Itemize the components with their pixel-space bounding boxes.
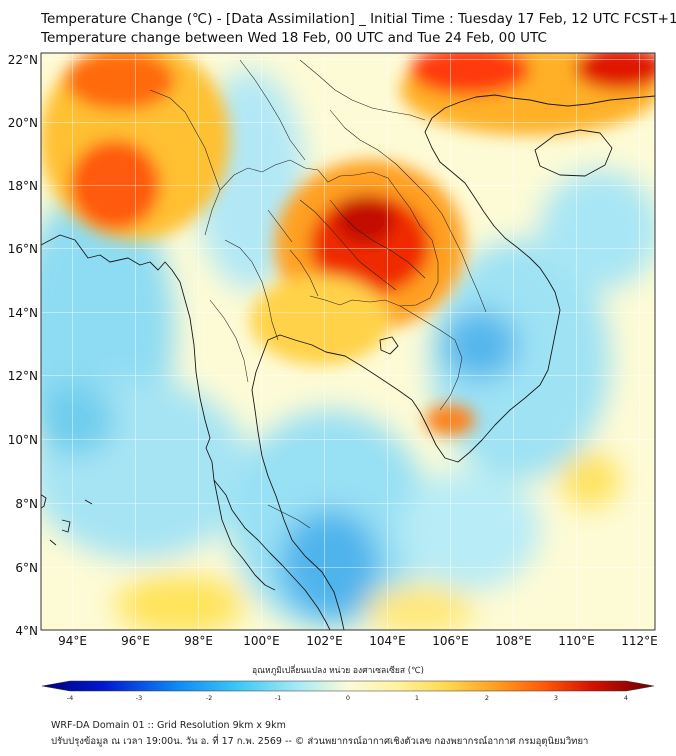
gridlines xyxy=(41,53,655,630)
lat-tick-label: 16°N xyxy=(8,242,38,256)
field-warm-nw-core xyxy=(70,140,160,230)
colorbar-tick-label: -2 xyxy=(206,694,212,702)
map-subtitle: Temperature change between Wed 18 Feb, 0… xyxy=(41,30,547,46)
map-title: Temperature Change (℃) - [Data Assimilat… xyxy=(41,11,676,27)
lat-tick-label: 12°N xyxy=(8,369,38,383)
field-warm-ne-core xyxy=(575,53,655,90)
colorbar-tick-label: -4 xyxy=(67,694,73,702)
field-warm-lowland xyxy=(250,275,390,365)
colorbar-tick-label: 0 xyxy=(346,694,350,702)
field-cool-gulf-deep xyxy=(280,510,380,620)
colorbar-title: อุณหภูมิเปลี่ยนแปลง หน่วย องศาเซลเซียส (… xyxy=(252,666,424,676)
colorbar-tick-label: 4 xyxy=(624,694,628,702)
lat-tick-label: 22°N xyxy=(8,53,38,67)
lon-tick-label: 96°E xyxy=(121,634,150,648)
lat-tick-label: 8°N xyxy=(15,497,38,511)
colorbar-bar xyxy=(41,680,655,692)
latitude-axis: 22°N 20°N 18°N 16°N 14°N 12°N 10°N 8°N 6… xyxy=(8,53,38,638)
lat-tick-label: 18°N xyxy=(8,179,38,193)
lon-tick-label: 110°E xyxy=(558,634,595,648)
boundaries xyxy=(149,59,487,529)
field-warm-delta xyxy=(425,405,475,435)
lat-tick-label: 6°N xyxy=(15,561,38,575)
field-warm-center-hot xyxy=(335,195,395,245)
coastlines xyxy=(41,94,655,630)
field-cool-vn-coast xyxy=(442,310,518,380)
boundary-cambodia-vietnam xyxy=(399,305,463,411)
field-warm-north-core xyxy=(410,53,530,95)
field-cool-south xyxy=(400,470,540,590)
colorbar: -4 -3 -2 -1 0 1 2 3 4 xyxy=(41,680,655,702)
model-info: WRF-DA Domain 01 :: Grid Resolution 9km … xyxy=(51,720,286,731)
field-warm-se xyxy=(560,452,620,508)
lat-tick-label: 10°N xyxy=(8,433,38,447)
boundary-interior-2 xyxy=(209,199,397,383)
boundary-laos-vietnam xyxy=(329,109,487,313)
field-cool-mid-sea xyxy=(41,385,115,455)
coastline-kra-west xyxy=(213,479,276,591)
lat-tick-label: 14°N xyxy=(8,306,38,320)
lon-tick-label: 98°E xyxy=(184,634,213,648)
lon-tick-label: 112°E xyxy=(621,634,658,648)
boundary-myanmar-thailand xyxy=(204,159,439,307)
colorbar-ticks: -4 -3 -2 -1 0 1 2 3 4 xyxy=(67,694,628,702)
boundary-myanmar-north xyxy=(149,59,306,191)
lon-tick-label: 94°E xyxy=(58,634,87,648)
colorbar-tick-label: 3 xyxy=(554,694,558,702)
coastline-hainan xyxy=(534,129,613,177)
boundary-china xyxy=(299,59,426,121)
lon-tick-label: 100°E xyxy=(243,634,280,648)
coastline-tonle-sap xyxy=(379,336,399,355)
field-cool-east xyxy=(540,170,655,290)
temperature-field xyxy=(41,53,655,630)
plot-frame xyxy=(40,52,656,631)
lon-tick-label: 104°E xyxy=(369,634,406,648)
colorbar-tick-label: -1 xyxy=(275,694,281,702)
lon-tick-label: 108°E xyxy=(495,634,532,648)
field-warm-sw xyxy=(115,575,245,630)
colorbar-tick-label: 2 xyxy=(485,694,489,702)
coastline-indochina xyxy=(411,94,655,463)
field-warm-nw-top xyxy=(65,53,175,110)
lat-tick-label: 4°N xyxy=(15,624,38,638)
boundary-interior-1 xyxy=(224,199,426,341)
lat-tick-label: 20°N xyxy=(8,116,38,130)
lon-tick-label: 106°E xyxy=(432,634,469,648)
coastline-gulf-west xyxy=(251,334,413,630)
boundary-malaysia xyxy=(267,504,311,529)
lon-tick-label: 102°E xyxy=(306,634,343,648)
colorbar-tick-label: 1 xyxy=(415,694,419,702)
field-warm-s xyxy=(365,585,475,630)
longitude-axis: 94°E 96°E 98°E 100°E 102°E 104°E 106°E 1… xyxy=(58,634,658,648)
update-credit: ปรับปรุงข้อมูล ณ เวลา 19:00น. วัน อ. ที่… xyxy=(51,736,589,747)
coastline-mainland xyxy=(41,234,331,630)
coastline-andaman-islands xyxy=(41,494,93,546)
colorbar-tick-label: -3 xyxy=(136,694,142,702)
